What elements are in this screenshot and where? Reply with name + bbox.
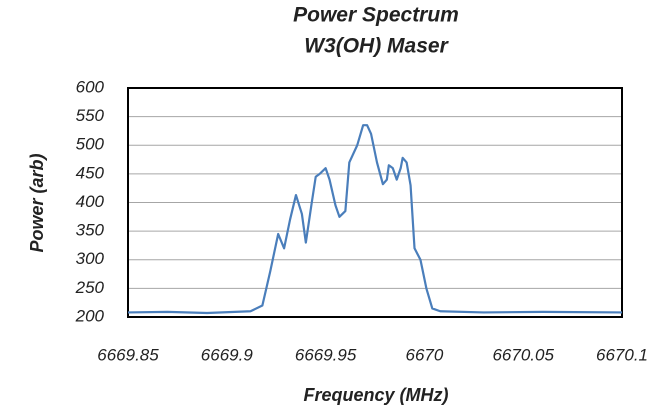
y-tick-label: 350 — [76, 221, 105, 240]
y-tick-label: 400 — [76, 192, 105, 211]
y-tick-label: 250 — [75, 278, 105, 297]
x-tick-label: 6670 — [405, 345, 443, 364]
x-tick-label: 6670.05 — [492, 345, 554, 364]
y-tick-label: 200 — [75, 306, 105, 325]
y-tick-label: 450 — [76, 163, 105, 182]
x-tick-label: 6669.9 — [201, 345, 254, 364]
y-tick-label: 600 — [76, 77, 105, 96]
plot-frame — [127, 87, 623, 318]
x-tick-label: 6669.85 — [97, 345, 159, 364]
x-axis-label: Frequency (MHz) — [303, 385, 448, 405]
chart-subtitle: W3(OH) Maser — [304, 35, 449, 58]
y-axis-label: Power (arb) — [27, 153, 47, 252]
x-tick-label: 6670.1 — [596, 345, 648, 364]
x-tick-label: 6669.95 — [295, 345, 357, 364]
chart-title: Power Spectrum — [293, 4, 459, 27]
y-tick-label: 500 — [76, 135, 105, 154]
y-tick-label: 300 — [76, 249, 105, 268]
y-tick-label: 550 — [76, 106, 105, 125]
data-line — [127, 124, 623, 315]
